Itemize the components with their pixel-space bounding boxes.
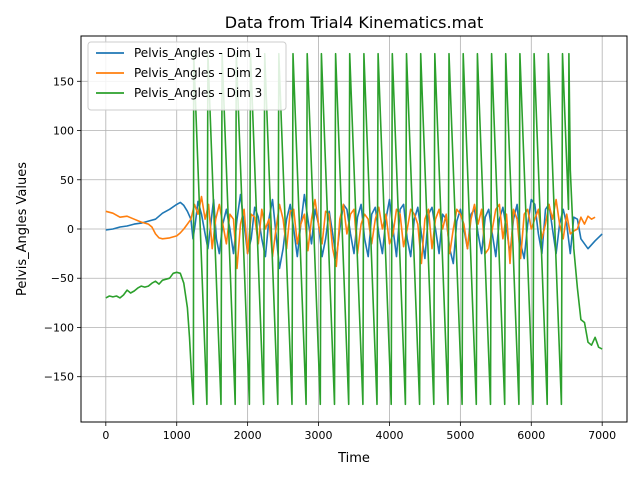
y-axis-label: Pelvis_Angles Values (15, 162, 30, 296)
y-tick-label: 150 (53, 75, 74, 88)
axis-ticks: 0 1000 2000 3000 4000 5000 6000 7000−150−100−50… (44, 75, 616, 442)
legend-box (87, 41, 287, 111)
y-tick-label: −100 (44, 321, 74, 334)
x-tick-label: 4000 (375, 429, 403, 442)
series-layer (105, 52, 603, 406)
legend-label-dim-2: Pelvis_Angles - Dim 2 (134, 66, 262, 80)
x-tick-label: 2000 (234, 429, 262, 442)
x-tick-label: 0 (102, 429, 109, 442)
y-tick-label: 50 (60, 174, 74, 187)
y-tick-label: 0 (67, 223, 74, 236)
x-tick-label: 6000 (517, 429, 545, 442)
x-axis-label: Time (337, 451, 370, 466)
series-line-dim-2 (105, 195, 596, 270)
legend-label-dim-3: Pelvis_Angles - Dim 3 (134, 86, 262, 100)
legend: Pelvis_Angles - Dim 1 Pelvis_Angles - Dim… (87, 41, 287, 111)
y-tick-label: 100 (53, 125, 74, 138)
series-line-dim-3 (105, 52, 603, 406)
x-tick-label: 5000 (446, 429, 474, 442)
x-tick-label: 3000 (305, 429, 333, 442)
x-tick-label: 1000 (163, 429, 191, 442)
chart-title: Data from Trial4 Kinematics.mat (225, 13, 483, 32)
y-tick-label: −50 (51, 272, 74, 285)
legend-label-dim-1: Pelvis_Angles - Dim 1 (134, 46, 262, 60)
y-tick-label: −150 (44, 371, 74, 384)
x-tick-label: 7000 (588, 429, 616, 442)
